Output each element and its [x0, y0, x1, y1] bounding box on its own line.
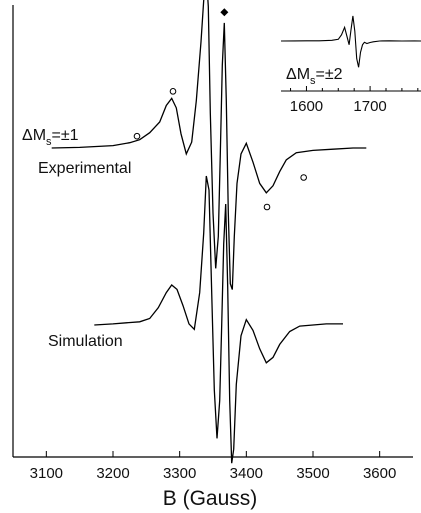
inset-ms-value-text: =±2	[316, 66, 343, 83]
main-traces	[51, 0, 367, 464]
trace-labels: ΔMs=±1 Experimental Simulation	[22, 127, 131, 350]
circle-marker	[263, 203, 271, 211]
x-tick-labels: 3100 3200 3300 3400 3500 3600	[30, 465, 397, 482]
main-plot-axes: 3100 3200 3300 3400 3500 3600 B (Gauss)	[12, 5, 413, 510]
x-tick-label-3500: 3500	[296, 465, 329, 482]
inset-tick-labels: 1600 1700	[290, 98, 387, 115]
inset-tick-label-1600: 1600	[290, 98, 323, 115]
delta-m-text: ΔM	[22, 127, 46, 144]
subscript-s-text: s	[46, 136, 52, 148]
inset-tick-label-1700: 1700	[353, 98, 386, 115]
ms-value-text: =±1	[52, 127, 79, 144]
inset-tick-marks	[290, 86, 419, 91]
circle-marker	[169, 88, 177, 95]
x-tick-label-3600: 3600	[363, 465, 396, 482]
x-tick-label-3400: 3400	[230, 465, 263, 482]
inset-subscript-s-text: s	[310, 75, 316, 87]
x-axis-label: B (Gauss)	[163, 487, 258, 510]
diamond-marker	[220, 8, 229, 17]
circle-marker	[133, 132, 141, 140]
series-simulation-line	[94, 175, 343, 464]
inset-delta-m-text: ΔM	[286, 66, 310, 83]
series-inset-line	[280, 15, 421, 68]
experimental-markers	[133, 8, 307, 211]
x-tick-label-3100: 3100	[30, 465, 63, 482]
experimental-ms-label: ΔMs=±1	[22, 127, 79, 148]
inset-ms-label: ΔMs=±2	[286, 66, 343, 87]
inset-plot: 1600 1700 ΔMs=±2	[280, 15, 421, 115]
x-tick-label-3200: 3200	[96, 465, 129, 482]
circle-marker	[300, 174, 307, 181]
simulation-label: Simulation	[48, 333, 123, 350]
experimental-label: Experimental	[38, 160, 131, 177]
x-tick-marks	[45, 451, 381, 457]
x-tick-label-3300: 3300	[163, 465, 196, 482]
series-experimental-line	[51, 0, 367, 290]
